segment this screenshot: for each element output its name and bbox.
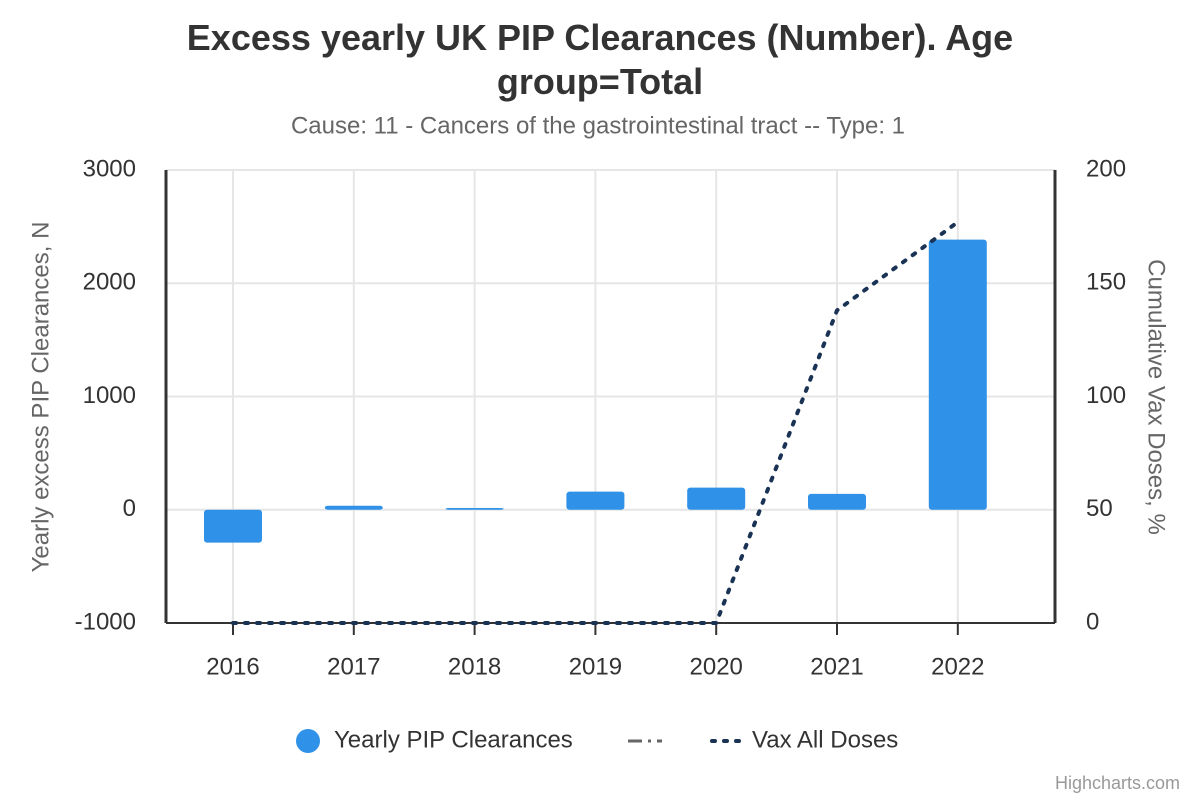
bar (928, 239, 987, 510)
credits: Highcharts.com (1055, 773, 1180, 793)
y-axis-title: Yearly excess PIP Clearances, N (27, 222, 54, 573)
legend-label: Yearly PIP Clearances (334, 726, 573, 753)
bar (808, 493, 866, 510)
y2-tick-label: 100 (1086, 382, 1126, 409)
legend-symbol (296, 729, 320, 753)
bar (687, 487, 746, 510)
x-tick-label: 2021 (810, 653, 863, 680)
y-tick-label: 3000 (83, 155, 136, 182)
bar (566, 491, 625, 510)
chart-title: Excess yearly UK PIP Clearances (Number)… (186, 17, 1014, 102)
bar (204, 509, 262, 543)
y-tick-label: 2000 (83, 269, 136, 296)
bar (324, 505, 383, 510)
y2-tick-label: 0 (1086, 608, 1099, 635)
y-tick-label: -1000 (75, 608, 136, 635)
chart-subtitle: Cause: 11 - Cancers of the gastrointesti… (291, 112, 905, 139)
x-tick-label: 2019 (569, 653, 622, 680)
y2-tick-label: 50 (1086, 495, 1113, 522)
legend-label: Vax All Doses (752, 726, 898, 753)
line (231, 220, 960, 625)
x-tick-label: 2017 (327, 653, 380, 680)
y2-axis-title: Cumulative Vax Doses, % (1143, 259, 1170, 535)
x-tick-label: 2018 (448, 653, 501, 680)
x-tick-label: 2016 (206, 653, 259, 680)
y2-tick-label: 200 (1086, 155, 1126, 182)
bar (445, 508, 504, 510)
x-tick-label: 2022 (931, 653, 984, 680)
y-tick-label: 1000 (83, 382, 136, 409)
y2-tick-label: 150 (1086, 269, 1126, 296)
y-tick-label: 0 (123, 495, 136, 522)
x-tick-label: 2020 (690, 653, 743, 680)
